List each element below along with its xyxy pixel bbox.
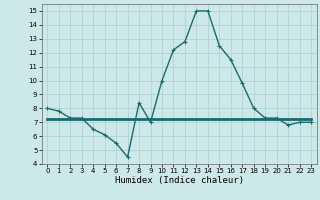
X-axis label: Humidex (Indice chaleur): Humidex (Indice chaleur) (115, 176, 244, 185)
